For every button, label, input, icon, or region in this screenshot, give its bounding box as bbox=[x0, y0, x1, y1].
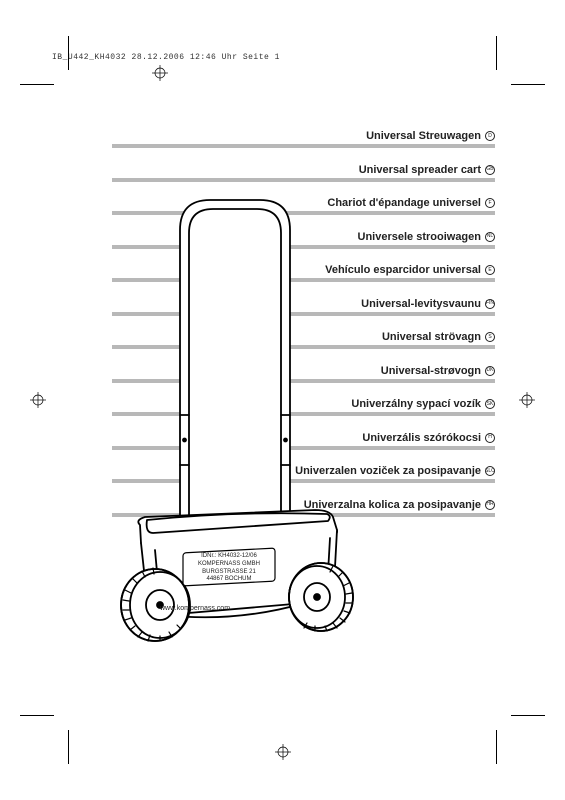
language-code-icon: F bbox=[485, 198, 495, 208]
language-code-icon: S bbox=[485, 332, 495, 342]
product-id-line2: KOMPERNASS GMBH bbox=[189, 561, 269, 569]
title-text: Universal Streuwagen bbox=[366, 130, 481, 142]
cropmark bbox=[511, 84, 545, 85]
language-code-icon: SK bbox=[485, 399, 495, 409]
product-url: www.kompernass.com bbox=[160, 605, 230, 612]
header-info: IB_U442_KH4032 28.12.2006 12:46 Uhr Seit… bbox=[52, 53, 280, 62]
divider-bar bbox=[112, 144, 495, 148]
language-code-icon: D bbox=[485, 131, 495, 141]
cropmark bbox=[20, 715, 54, 716]
language-code-icon: FIN bbox=[485, 299, 495, 309]
cropmark bbox=[68, 36, 69, 70]
registration-mark-left bbox=[30, 392, 46, 408]
registration-mark-top bbox=[152, 65, 168, 81]
title-text: Univerzális szórókocsi bbox=[362, 432, 481, 444]
page: IB_U442_KH4032 28.12.2006 12:46 Uhr Seit… bbox=[0, 0, 565, 800]
product-id-line4: 44867 BOCHUM bbox=[189, 576, 269, 584]
title-line: Universal Streuwagen D bbox=[366, 130, 495, 142]
language-code-icon: DK bbox=[485, 366, 495, 376]
title-line: Univerzális szórókocsi H bbox=[362, 432, 495, 444]
cropmark bbox=[20, 84, 54, 85]
title-text: Universele strooiwagen bbox=[358, 231, 482, 243]
product-id-line3: BURGSTRASSE 21 bbox=[189, 569, 269, 577]
title-text: Universal-strøvogn bbox=[381, 365, 481, 377]
cropmark bbox=[496, 730, 497, 764]
registration-mark-bottom bbox=[275, 744, 291, 760]
title-text: Univerzálny sypací vozík bbox=[351, 398, 481, 410]
title-line: Univerzálny sypací vozík SK bbox=[351, 398, 495, 410]
language-code-icon: HR bbox=[485, 500, 495, 510]
cropmark bbox=[496, 36, 497, 70]
cropmark bbox=[511, 715, 545, 716]
title-line: Universal strövagn S bbox=[382, 331, 495, 343]
language-code-icon: NL bbox=[485, 232, 495, 242]
title-text: Universal spreader cart bbox=[359, 164, 481, 176]
registration-mark-right bbox=[519, 392, 535, 408]
divider-bar bbox=[112, 178, 495, 182]
language-code-icon: H bbox=[485, 433, 495, 443]
title-text: Universal-levitysvaunu bbox=[361, 298, 481, 310]
language-code-icon: E bbox=[485, 265, 495, 275]
spreader-cart-illustration: IDNr.: KH4032-12/06 KOMPERNASS GMBH BURG… bbox=[105, 185, 365, 655]
cropmark bbox=[68, 730, 69, 764]
title-text: Universal strövagn bbox=[382, 331, 481, 343]
title-line: Universal-strøvogn DK bbox=[381, 365, 495, 377]
title-line: Universal-levitysvaunu FIN bbox=[361, 298, 495, 310]
product-id-line1: IDNr.: KH4032-12/06 bbox=[189, 553, 269, 561]
language-code-icon: SLO bbox=[485, 466, 495, 476]
product-id-label: IDNr.: KH4032-12/06 KOMPERNASS GMBH BURG… bbox=[189, 553, 269, 584]
title-line: Universal spreader cart GB bbox=[359, 164, 495, 176]
title-line: Universele strooiwagenNL bbox=[358, 231, 496, 243]
language-code-icon: GB bbox=[485, 165, 495, 175]
